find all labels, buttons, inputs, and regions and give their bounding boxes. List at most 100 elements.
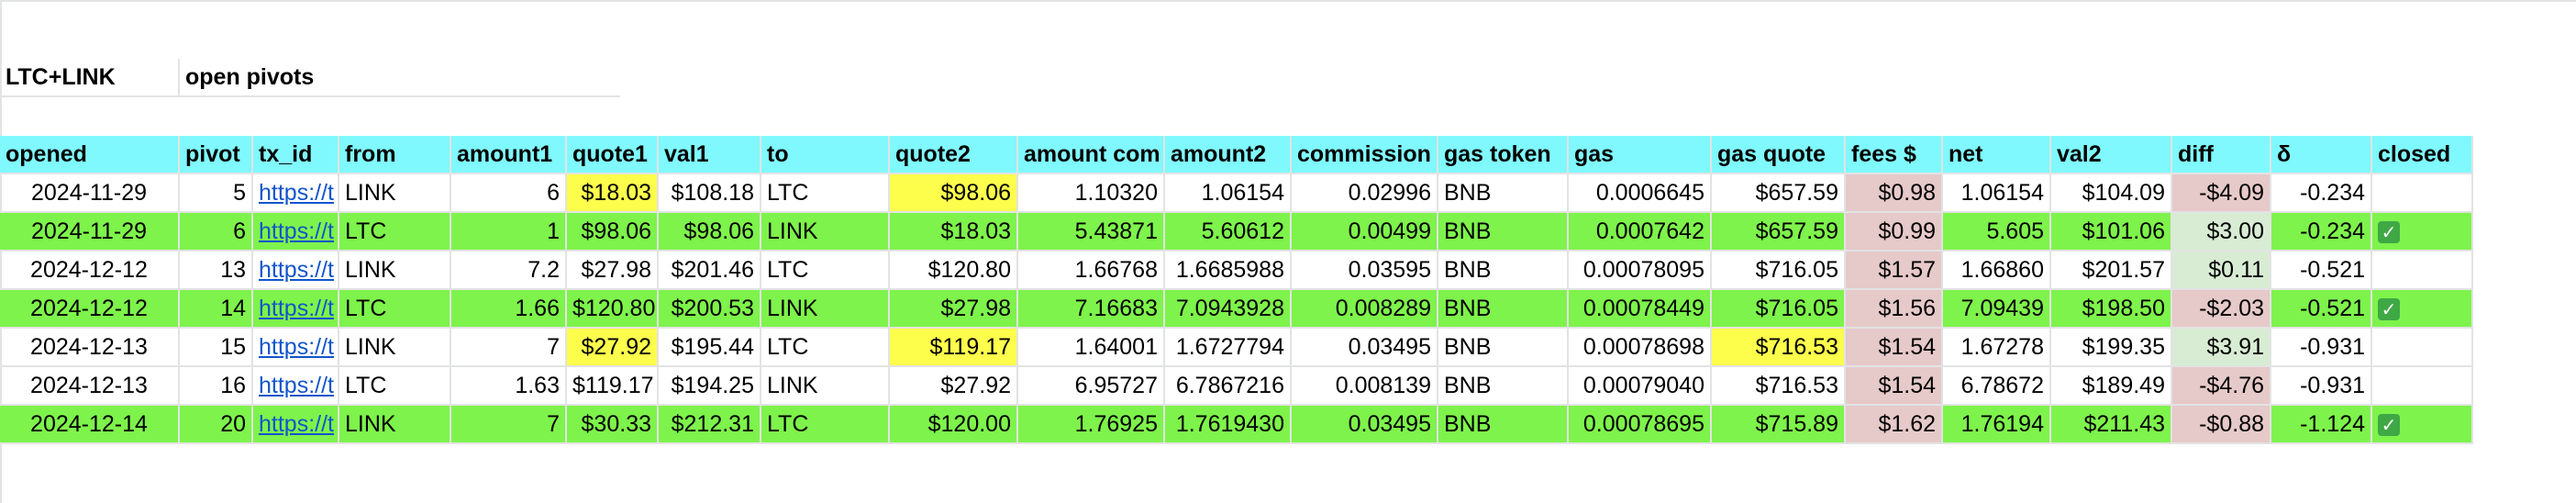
cell-from[interactable]: LINK [339, 252, 451, 290]
cell-gas-token[interactable]: BNB [1438, 367, 1569, 406]
cell-quote1[interactable]: $18.03 [567, 174, 659, 213]
cell-amount2[interactable]: 5.60612 [1165, 213, 1292, 252]
cell-gas-token[interactable]: BNB [1438, 329, 1569, 367]
cell-to[interactable]: LTC [761, 174, 890, 213]
cell-commission[interactable]: 0.00499 [1292, 213, 1438, 252]
cell-amount2[interactable]: 7.0943928 [1165, 290, 1292, 329]
cell-pivot[interactable]: 6 [180, 213, 253, 252]
cell-gas-quote[interactable]: $657.59 [1712, 213, 1846, 252]
cell-delta[interactable]: -0.521 [2271, 252, 2372, 290]
cell-tx-id[interactable]: https://t [253, 252, 339, 290]
cell-amount1[interactable]: 1 [451, 213, 567, 252]
column-header-val2[interactable]: val2 [2051, 136, 2172, 174]
cell-gas[interactable]: 0.00078449 [1569, 290, 1712, 329]
cell-amount1[interactable]: 7.2 [451, 252, 567, 290]
cell-opened[interactable]: 2024-12-12 [0, 252, 180, 290]
cell-gas[interactable]: 0.0007642 [1569, 213, 1712, 252]
cell-val1[interactable]: $108.18 [659, 174, 761, 213]
column-header-to[interactable]: to [761, 136, 890, 174]
cell-closed[interactable]: ✓ [2372, 406, 2473, 444]
cell-gas-quote[interactable]: $657.59 [1712, 174, 1846, 213]
cell-val2[interactable]: $189.49 [2051, 367, 2172, 406]
cell-pivot[interactable]: 5 [180, 174, 253, 213]
cell-val2[interactable]: $199.35 [2051, 329, 2172, 367]
cell-amount-com[interactable]: 1.10320 [1018, 174, 1165, 213]
subtitle-cell[interactable]: open pivots [180, 59, 620, 97]
cell-net[interactable]: 5.605 [1943, 213, 2051, 252]
cell-net[interactable]: 1.06154 [1943, 174, 2051, 213]
cell-amount1[interactable]: 1.63 [451, 367, 567, 406]
column-header-amount1[interactable]: amount1 [451, 136, 567, 174]
cell-quote2[interactable]: $27.98 [890, 290, 1018, 329]
cell-fees[interactable]: $1.54 [1846, 367, 1943, 406]
cell-quote2[interactable]: $18.03 [890, 213, 1018, 252]
cell-val1[interactable]: $212.31 [659, 406, 761, 444]
cell-amount1[interactable]: 1.66 [451, 290, 567, 329]
cell-pivot[interactable]: 16 [180, 367, 253, 406]
cell-net[interactable]: 6.78672 [1943, 367, 2051, 406]
cell-quote2[interactable]: $98.06 [890, 174, 1018, 213]
cell-diff[interactable]: $3.00 [2172, 213, 2271, 252]
cell-closed[interactable]: ✓ [2372, 290, 2473, 329]
column-header-amount-com[interactable]: amount com [1018, 136, 1165, 174]
cell-val1[interactable]: $201.46 [659, 252, 761, 290]
cell-diff[interactable]: -$4.76 [2172, 367, 2271, 406]
column-header-tx-id[interactable]: tx_id [253, 136, 339, 174]
cell-tx-id[interactable]: https://t [253, 290, 339, 329]
cell-diff[interactable]: -$2.03 [2172, 290, 2271, 329]
cell-amount-com[interactable]: 1.76925 [1018, 406, 1165, 444]
cell-from[interactable]: LTC [339, 213, 451, 252]
cell-closed[interactable] [2372, 252, 2473, 290]
column-header-pivot[interactable]: pivot [180, 136, 253, 174]
cell-delta[interactable]: -0.234 [2271, 174, 2372, 213]
column-header-net[interactable]: net [1943, 136, 2051, 174]
cell-tx-id[interactable]: https://t [253, 406, 339, 444]
cell-commission[interactable]: 0.008139 [1292, 367, 1438, 406]
cell-amount-com[interactable]: 5.43871 [1018, 213, 1165, 252]
cell-diff[interactable]: $3.91 [2172, 329, 2271, 367]
cell-amount2[interactable]: 1.6727794 [1165, 329, 1292, 367]
cell-fees[interactable]: $1.54 [1846, 329, 1943, 367]
cell-diff[interactable]: -$0.88 [2172, 406, 2271, 444]
check-box-icon[interactable]: ✓ [2378, 221, 2400, 243]
cell-fees[interactable]: $1.56 [1846, 290, 1943, 329]
cell-from[interactable]: LINK [339, 406, 451, 444]
cell-val2[interactable]: $211.43 [2051, 406, 2172, 444]
cell-val2[interactable]: $101.06 [2051, 213, 2172, 252]
cell-gas-quote[interactable]: $716.53 [1712, 367, 1846, 406]
cell-commission[interactable]: 0.03595 [1292, 252, 1438, 290]
cell-tx-id[interactable]: https://t [253, 174, 339, 213]
cell-to[interactable]: LINK [761, 367, 890, 406]
cell-from[interactable]: LTC [339, 367, 451, 406]
column-header-gas-token[interactable]: gas token [1438, 136, 1569, 174]
cell-gas-token[interactable]: BNB [1438, 406, 1569, 444]
column-header-amount2[interactable]: amount2 [1165, 136, 1292, 174]
cell-quote1[interactable]: $98.06 [567, 213, 659, 252]
cell-from[interactable]: LINK [339, 174, 451, 213]
column-header-closed[interactable]: closed [2372, 136, 2473, 174]
cell-gas[interactable]: 0.00078695 [1569, 406, 1712, 444]
cell-diff[interactable]: -$4.09 [2172, 174, 2271, 213]
cell-amount2[interactable]: 1.06154 [1165, 174, 1292, 213]
cell-to[interactable]: LTC [761, 329, 890, 367]
cell-gas-quote[interactable]: $716.05 [1712, 290, 1846, 329]
cell-pivot[interactable]: 15 [180, 329, 253, 367]
cell-delta[interactable]: -0.234 [2271, 213, 2372, 252]
column-header-opened[interactable]: opened [0, 136, 180, 174]
cell-gas-quote[interactable]: $716.05 [1712, 252, 1846, 290]
cell-amount2[interactable]: 1.7619430 [1165, 406, 1292, 444]
column-header-commission[interactable]: commission [1292, 136, 1438, 174]
cell-amount-com[interactable]: 7.16683 [1018, 290, 1165, 329]
cell-quote1[interactable]: $120.80 [567, 290, 659, 329]
cell-opened[interactable]: 2024-12-12 [0, 290, 180, 329]
cell-delta[interactable]: -0.521 [2271, 290, 2372, 329]
cell-gas-quote[interactable]: $716.53 [1712, 329, 1846, 367]
cell-gas-token[interactable]: BNB [1438, 252, 1569, 290]
cell-to[interactable]: LTC [761, 406, 890, 444]
column-header-from[interactable]: from [339, 136, 451, 174]
cell-val2[interactable]: $201.57 [2051, 252, 2172, 290]
cell-commission[interactable]: 0.008289 [1292, 290, 1438, 329]
cell-gas-quote[interactable]: $715.89 [1712, 406, 1846, 444]
cell-pivot[interactable]: 14 [180, 290, 253, 329]
cell-amount1[interactable]: 7 [451, 329, 567, 367]
